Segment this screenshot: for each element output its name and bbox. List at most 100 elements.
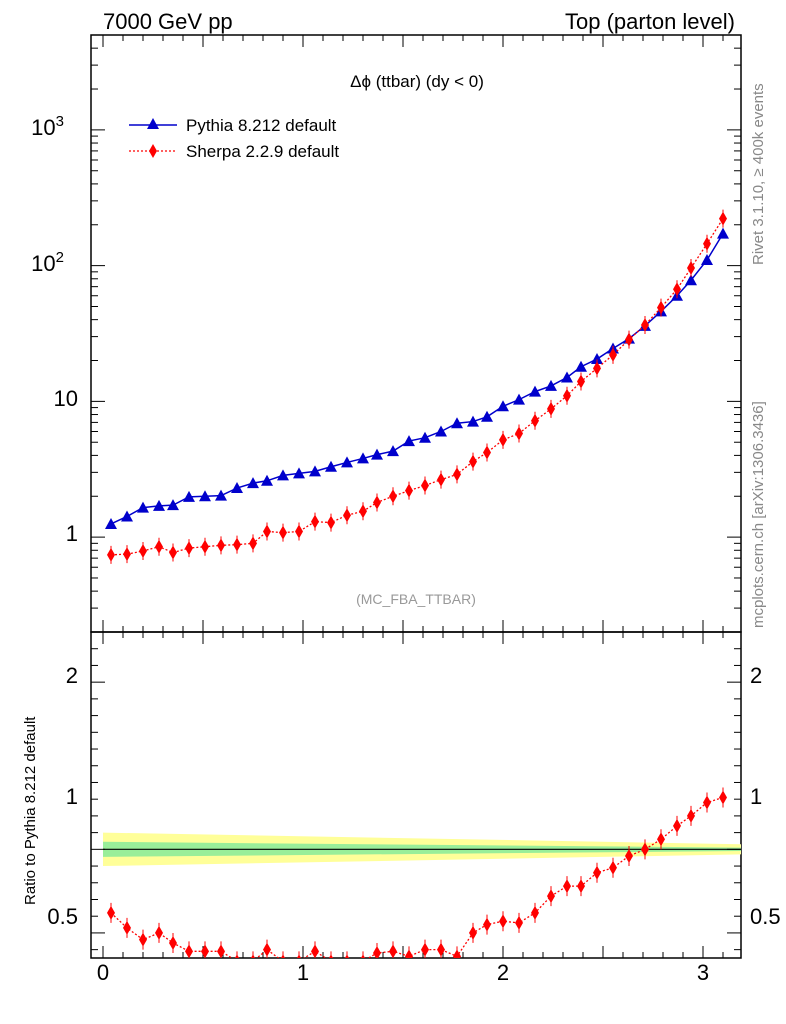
sherpa-point — [609, 347, 617, 362]
pythia-point — [481, 410, 493, 422]
legend-sherpa-label: Sherpa 2.2.9 default — [186, 142, 339, 161]
sherpa-point — [233, 537, 241, 552]
sherpa-point — [641, 318, 649, 333]
sherpa-point — [563, 388, 571, 403]
header-left: 7000 GeV pp — [103, 9, 233, 34]
sherpa-point — [389, 489, 397, 504]
pythia-point — [325, 460, 337, 472]
ratio-point — [625, 849, 633, 864]
sherpa-point — [657, 300, 665, 315]
sherpa-point — [123, 547, 131, 562]
ratio-point — [577, 879, 585, 894]
ratio-series-layer — [107, 787, 727, 958]
pythia-point — [121, 510, 133, 522]
pythia-point — [387, 445, 399, 457]
pythia-point — [357, 452, 369, 464]
pythia-point — [183, 490, 195, 502]
pythia-point — [293, 467, 305, 479]
sherpa-point — [577, 374, 585, 389]
plot-title: Δϕ (ttbar) (dy < 0) — [350, 72, 484, 91]
sherpa-point — [201, 539, 209, 554]
pythia-point — [309, 465, 321, 477]
ratio-y-tick-labels: 0.5 1 2 0.5 1 2 — [47, 663, 780, 929]
ratio-point — [328, 954, 334, 958]
series-line-0 — [110, 233, 724, 525]
sherpa-point — [421, 478, 429, 493]
ratio-point — [296, 954, 302, 958]
ratio-point — [405, 949, 413, 958]
pythia-point — [105, 517, 117, 529]
sherpa-point — [673, 282, 681, 297]
pythia-point — [199, 490, 211, 502]
pythia-point — [277, 469, 289, 481]
ratio-tick-label-0.5-right: 0.5 — [750, 904, 781, 929]
y-tick-label-10: 10 — [54, 386, 78, 411]
sherpa-point — [499, 432, 507, 447]
pythia-point — [247, 477, 259, 489]
pythia-point — [467, 415, 479, 427]
sherpa-point — [263, 524, 271, 539]
sherpa-point — [311, 514, 319, 529]
ratio-point — [280, 954, 286, 958]
ratio-point — [107, 905, 115, 920]
ratio-tick-label-2-left: 2 — [66, 663, 78, 688]
y-tick-label-1000: 103 — [31, 113, 64, 140]
sherpa-point — [107, 547, 115, 562]
sherpa-point — [295, 524, 303, 539]
pythia-point — [231, 482, 243, 494]
y-tick-label-100: 102 — [31, 249, 64, 276]
axis-ticks — [91, 34, 741, 958]
ratio-point — [217, 944, 225, 958]
sherpa-point — [359, 504, 367, 519]
analysis-tag: (MC_FBA_TTBAR) — [356, 591, 476, 607]
ratio-point — [123, 920, 131, 935]
ratio-point — [155, 925, 163, 940]
ratio-point — [250, 954, 256, 958]
ratio-point — [531, 905, 539, 920]
x-tick-label-2: 2 — [497, 960, 509, 985]
pythia-point — [435, 425, 447, 437]
pythia-point — [591, 353, 603, 365]
sherpa-point — [453, 467, 461, 482]
main-series-layer — [105, 209, 729, 564]
ratio-point — [703, 795, 711, 810]
x-tick-label-0: 0 — [97, 960, 109, 985]
sherpa-point — [373, 495, 381, 510]
pythia-point — [497, 400, 509, 412]
ratio-point — [673, 818, 681, 833]
legend-pythia-label: Pythia 8.212 default — [186, 116, 337, 135]
sherpa-point — [169, 545, 177, 560]
pythia-point — [575, 360, 587, 372]
x-tick-label-1: 1 — [297, 960, 309, 985]
sherpa-point — [217, 538, 225, 553]
pythia-point — [513, 393, 525, 405]
x-tick-label-3: 3 — [697, 960, 709, 985]
sherpa-point — [343, 508, 351, 523]
ratio-point — [657, 832, 665, 847]
pythia-point — [261, 474, 273, 486]
pythia-point — [451, 417, 463, 429]
sherpa-point — [185, 541, 193, 556]
sherpa-point — [469, 454, 477, 469]
ratio-point — [234, 954, 240, 958]
pythia-point — [371, 448, 383, 460]
ratio-point — [499, 914, 507, 929]
pythia-point — [153, 499, 165, 511]
ratio-y-axis-label: Ratio to Pythia 8.212 default — [22, 716, 39, 905]
ratio-tick-label-1-left: 1 — [66, 784, 78, 809]
pythia-point — [215, 489, 227, 501]
ratio-tick-label-0.5-left: 0.5 — [47, 904, 78, 929]
sherpa-point — [531, 413, 539, 428]
ratio-point — [360, 954, 366, 958]
sherpa-point — [547, 401, 555, 416]
ratio-point — [609, 860, 617, 875]
sherpa-point — [405, 483, 413, 498]
legend-pythia-marker — [147, 118, 159, 129]
pythia-point — [137, 501, 149, 513]
sherpa-point — [437, 472, 445, 487]
pythia-point — [167, 499, 179, 511]
main-y-tick-labels: 1 10 102 103 — [31, 113, 78, 546]
sherpa-point — [687, 261, 695, 276]
ratio-point — [344, 954, 350, 958]
